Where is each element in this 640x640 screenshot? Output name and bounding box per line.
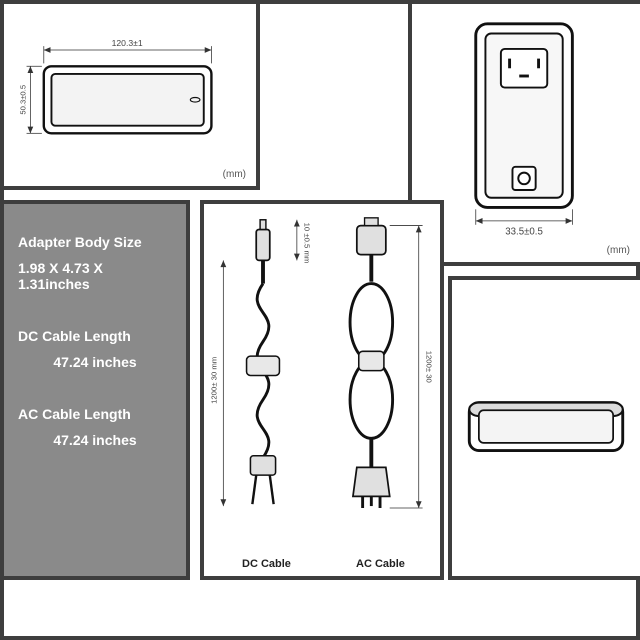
drawing-cables: 10 ±0.5 mm 1200± 30 mm — [204, 204, 440, 576]
dim-height: 50.3±0.5 — [19, 85, 28, 115]
unit-label-tr: (mm) — [607, 245, 630, 256]
dim-depth: 33.5±0.5 — [505, 226, 543, 237]
drawing-top-view: 120.3±1 50.3±0.5 — [4, 4, 256, 186]
ac-cable-drawing: 1200± 30 — [350, 218, 433, 508]
spec-ac-label: AC Cable Length — [18, 406, 172, 422]
drawing-side-view — [452, 370, 640, 485]
panel-top-view: 120.3±1 50.3±0.5 (mm) — [0, 0, 260, 190]
spec-sheet-frame: 120.3±1 50.3±0.5 (mm) PRODUCT SPECIFICAT… — [0, 0, 640, 640]
dim-ac-length: 1200± 30 — [424, 351, 433, 383]
panel-cables: 10 ±0.5 mm 1200± 30 mm — [200, 200, 444, 580]
spec-dc-label: DC Cable Length — [18, 328, 172, 344]
dim-width: 120.3±1 — [112, 38, 143, 48]
dc-cable-caption: DC Cable — [242, 558, 291, 570]
panel-side-view — [448, 276, 640, 580]
drawing-end-view: 33.5±0.5 — [412, 4, 640, 262]
spec-size-value: 1.98 X 4.73 X 1.31inches — [18, 260, 172, 292]
dim-dc-plug: 10 ±0.5 mm — [303, 223, 312, 264]
unit-label-tl: (mm) — [223, 169, 246, 180]
dim-dc-length: 1200± 30 mm — [210, 357, 219, 404]
ac-cable-caption: AC Cable — [356, 558, 405, 570]
spec-size-label: Adapter Body Size — [18, 234, 172, 250]
spec-ac-value: 47.24 inches — [18, 432, 172, 448]
dc-cable-drawing: 10 ±0.5 mm 1200± 30 mm — [210, 220, 312, 506]
panel-specs: Adapter Body Size 1.98 X 4.73 X 1.31inch… — [0, 200, 190, 580]
spec-dc-value: 47.24 inches — [18, 354, 172, 370]
